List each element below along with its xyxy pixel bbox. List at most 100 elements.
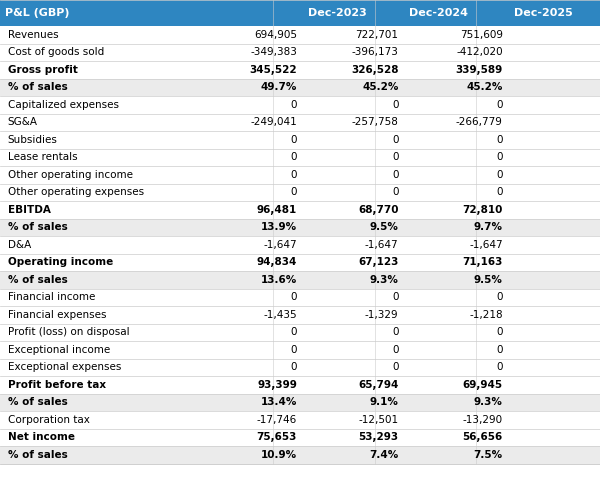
Text: 0: 0 bbox=[392, 327, 398, 337]
Bar bbox=[0, 306, 600, 323]
Text: -266,779: -266,779 bbox=[456, 117, 503, 127]
Text: -349,383: -349,383 bbox=[250, 47, 297, 57]
Text: 0: 0 bbox=[392, 135, 398, 145]
Text: 0: 0 bbox=[290, 135, 297, 145]
Bar bbox=[0, 201, 600, 219]
Text: Corporation tax: Corporation tax bbox=[8, 415, 89, 425]
Text: 0: 0 bbox=[290, 345, 297, 355]
Bar bbox=[0, 323, 600, 341]
Text: Capitalized expenses: Capitalized expenses bbox=[8, 100, 119, 110]
Bar bbox=[0, 341, 600, 359]
Text: P&L (GBP): P&L (GBP) bbox=[5, 8, 70, 18]
Text: 0: 0 bbox=[496, 345, 503, 355]
Text: Operating income: Operating income bbox=[8, 257, 113, 267]
Bar bbox=[0, 148, 600, 166]
Text: 0: 0 bbox=[496, 100, 503, 110]
Text: 0: 0 bbox=[392, 292, 398, 302]
Bar bbox=[0, 376, 600, 393]
Text: 7.4%: 7.4% bbox=[369, 450, 398, 460]
Text: Dec-2024: Dec-2024 bbox=[409, 8, 468, 18]
Text: Financial expenses: Financial expenses bbox=[8, 310, 106, 320]
Text: Lease rentals: Lease rentals bbox=[8, 152, 77, 162]
Text: 69,945: 69,945 bbox=[463, 380, 503, 390]
Text: -1,647: -1,647 bbox=[469, 240, 503, 250]
Text: 0: 0 bbox=[496, 152, 503, 162]
Bar bbox=[0, 411, 600, 429]
Text: Financial income: Financial income bbox=[8, 292, 95, 302]
Text: 13.4%: 13.4% bbox=[260, 397, 297, 407]
Text: -412,020: -412,020 bbox=[456, 47, 503, 57]
Text: % of sales: % of sales bbox=[8, 397, 68, 407]
Bar bbox=[0, 44, 600, 61]
Text: 0: 0 bbox=[290, 327, 297, 337]
Text: 722,701: 722,701 bbox=[355, 30, 398, 40]
Text: 0: 0 bbox=[290, 362, 297, 372]
Text: % of sales: % of sales bbox=[8, 82, 68, 92]
Text: Net income: Net income bbox=[8, 432, 75, 442]
Text: -1,435: -1,435 bbox=[263, 310, 297, 320]
Bar bbox=[0, 446, 600, 463]
Text: Dec-2023: Dec-2023 bbox=[308, 8, 367, 18]
Text: 9.3%: 9.3% bbox=[474, 397, 503, 407]
Text: 0: 0 bbox=[496, 327, 503, 337]
Text: Profit (loss) on disposal: Profit (loss) on disposal bbox=[8, 327, 130, 337]
Text: 45.2%: 45.2% bbox=[362, 82, 398, 92]
Text: 9.7%: 9.7% bbox=[474, 222, 503, 232]
Text: 45.2%: 45.2% bbox=[466, 82, 503, 92]
Text: -249,041: -249,041 bbox=[250, 117, 297, 127]
Bar bbox=[0, 61, 600, 78]
Text: Revenues: Revenues bbox=[8, 30, 58, 40]
Text: Dec-2025: Dec-2025 bbox=[514, 8, 572, 18]
Bar bbox=[0, 184, 600, 201]
Bar bbox=[0, 114, 600, 131]
Text: -12,501: -12,501 bbox=[358, 415, 398, 425]
Text: 751,609: 751,609 bbox=[460, 30, 503, 40]
Bar bbox=[0, 26, 600, 44]
Bar bbox=[0, 289, 600, 306]
Text: 326,528: 326,528 bbox=[351, 65, 398, 75]
Text: 7.5%: 7.5% bbox=[473, 450, 503, 460]
Text: 345,522: 345,522 bbox=[250, 65, 297, 75]
Text: 0: 0 bbox=[496, 135, 503, 145]
Text: 0: 0 bbox=[392, 362, 398, 372]
Text: 10.9%: 10.9% bbox=[261, 450, 297, 460]
Text: 49.7%: 49.7% bbox=[260, 82, 297, 92]
Text: 0: 0 bbox=[392, 100, 398, 110]
Text: 0: 0 bbox=[496, 187, 503, 197]
Bar bbox=[0, 0, 600, 26]
Text: 0: 0 bbox=[496, 170, 503, 180]
Text: Profit before tax: Profit before tax bbox=[8, 380, 106, 390]
Text: 72,810: 72,810 bbox=[463, 205, 503, 215]
Bar bbox=[0, 271, 600, 289]
Text: -1,218: -1,218 bbox=[469, 310, 503, 320]
Text: 94,834: 94,834 bbox=[257, 257, 297, 267]
Text: 0: 0 bbox=[392, 170, 398, 180]
Text: 96,481: 96,481 bbox=[257, 205, 297, 215]
Text: SG&A: SG&A bbox=[8, 117, 38, 127]
Bar bbox=[0, 96, 600, 114]
Text: 0: 0 bbox=[290, 170, 297, 180]
Text: -396,173: -396,173 bbox=[352, 47, 398, 57]
Bar bbox=[0, 236, 600, 253]
Text: 93,399: 93,399 bbox=[257, 380, 297, 390]
Text: 13.9%: 13.9% bbox=[261, 222, 297, 232]
Text: -257,758: -257,758 bbox=[352, 117, 398, 127]
Text: -13,290: -13,290 bbox=[463, 415, 503, 425]
Text: 13.6%: 13.6% bbox=[261, 275, 297, 285]
Bar bbox=[0, 393, 600, 411]
Bar bbox=[0, 429, 600, 446]
Text: Cost of goods sold: Cost of goods sold bbox=[8, 47, 104, 57]
Text: Other operating expenses: Other operating expenses bbox=[8, 187, 144, 197]
Bar bbox=[0, 78, 600, 96]
Text: 0: 0 bbox=[392, 187, 398, 197]
Text: 694,905: 694,905 bbox=[254, 30, 297, 40]
Text: Gross profit: Gross profit bbox=[8, 65, 77, 75]
Text: 339,589: 339,589 bbox=[455, 65, 503, 75]
Text: -1,647: -1,647 bbox=[263, 240, 297, 250]
Text: Subsidies: Subsidies bbox=[8, 135, 58, 145]
Text: -1,647: -1,647 bbox=[365, 240, 398, 250]
Text: 0: 0 bbox=[290, 152, 297, 162]
Text: -1,329: -1,329 bbox=[365, 310, 398, 320]
Text: EBITDA: EBITDA bbox=[8, 205, 50, 215]
Bar bbox=[0, 166, 600, 184]
